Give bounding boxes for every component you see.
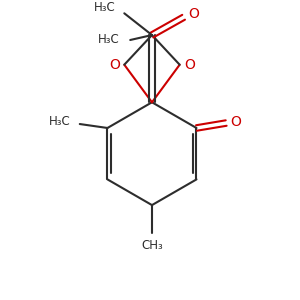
- Text: CH₃: CH₃: [141, 239, 163, 252]
- Text: H₃C: H₃C: [94, 1, 116, 14]
- Text: O: O: [231, 115, 242, 129]
- Text: H₃C: H₃C: [98, 34, 119, 46]
- Text: O: O: [184, 58, 195, 72]
- Text: H₃C: H₃C: [49, 115, 71, 128]
- Text: O: O: [188, 7, 199, 21]
- Text: O: O: [109, 58, 120, 72]
